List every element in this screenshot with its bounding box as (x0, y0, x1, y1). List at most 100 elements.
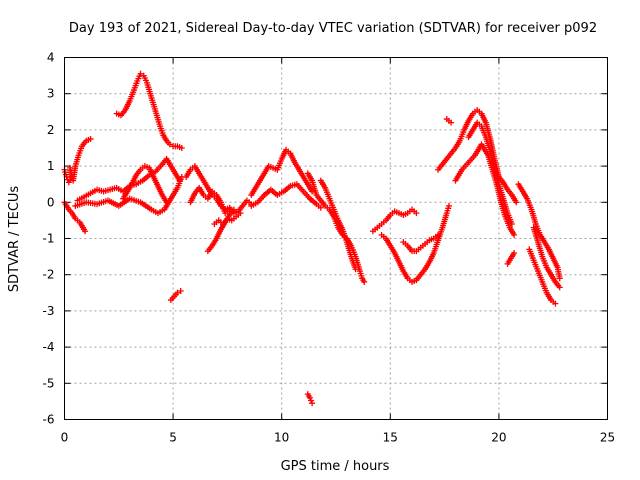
data-point-interp (171, 168, 178, 175)
data-point-interp (503, 184, 510, 191)
data-point-interp (177, 176, 184, 183)
data-point-interp (455, 139, 462, 146)
data-point-interp (136, 168, 143, 175)
data-point-interp (238, 204, 245, 211)
data-point-interp (199, 190, 206, 197)
data-point-interp (523, 193, 530, 200)
x-tick-label: 0 (61, 431, 69, 445)
data-point-interp (308, 186, 315, 193)
data-point-interp (358, 272, 365, 279)
data-point-interp (542, 287, 549, 294)
data-point-interp (321, 183, 328, 190)
data-point-interp (294, 164, 301, 171)
data-point-interp (429, 251, 436, 258)
data-point-interp (146, 205, 153, 212)
data-point-interp (123, 190, 130, 197)
data-point-interp (267, 164, 274, 171)
data-point-interp (165, 139, 172, 146)
data-point-interp (556, 273, 563, 280)
data-point-interp (176, 144, 183, 151)
data-point-interp (127, 183, 134, 190)
data-point-interp (162, 197, 169, 204)
data-point-interp (285, 184, 292, 191)
data-point-interp (230, 215, 237, 222)
data-point-interp (338, 224, 345, 231)
data-point-interp (476, 108, 483, 115)
y-tick-label: 2 (47, 123, 55, 137)
data-point-interp (445, 205, 452, 212)
x-tick-label: 10 (274, 431, 289, 445)
data-point-interp (505, 259, 512, 266)
x-tick-label: 15 (383, 431, 398, 445)
data-point-interp (527, 204, 534, 211)
data-point-interp (393, 209, 400, 216)
data-point-interp (324, 204, 331, 211)
data-point-interp (255, 179, 262, 186)
data-point-interp (199, 175, 206, 182)
data-point-interp (260, 172, 267, 179)
x-tick-label: 5 (169, 431, 177, 445)
data-point-interp (216, 197, 223, 204)
chart-title: Day 193 of 2021, Sidereal Day-to-day VTE… (69, 21, 597, 36)
data-point-interp (434, 239, 441, 246)
data-point-interp (542, 262, 549, 269)
data-point-interp (135, 198, 142, 205)
data-point-interp (376, 222, 383, 229)
grid-lines (64, 57, 608, 420)
data-point-interp (532, 218, 539, 225)
data-point-interp (217, 228, 224, 235)
data-point-interp (157, 163, 164, 170)
data-point (309, 400, 316, 407)
data-point-interp (137, 178, 144, 185)
data-point-interp (415, 246, 422, 253)
data-point-interp (136, 73, 143, 80)
y-tick-label: -4 (43, 340, 55, 354)
data-point-interp (534, 237, 541, 244)
y-tick-label: -2 (43, 268, 55, 282)
data-point-interp (402, 211, 409, 218)
data-point-interp (460, 129, 467, 136)
data-point-interp (329, 211, 336, 218)
data-point-interp (468, 112, 475, 119)
data-point-interp (290, 157, 297, 164)
data-point-interp (154, 181, 161, 188)
y-tick-label: 3 (47, 87, 55, 101)
y-tick-label: -5 (43, 376, 55, 390)
data-point-interp (190, 192, 197, 199)
data-point-interp (85, 136, 92, 143)
data-point-interp (78, 145, 85, 152)
data-point-interp (169, 295, 176, 302)
data-point-interp (104, 187, 111, 194)
data-point (448, 119, 455, 126)
y-tick-label: 0 (47, 195, 55, 209)
data-point-interp (486, 146, 493, 153)
data-point-interp (437, 163, 444, 170)
data-point-interp (416, 273, 423, 280)
data-point-interp (66, 176, 73, 183)
data-point-interp (78, 195, 85, 202)
data-point-interp (389, 210, 396, 217)
data-point-interp (71, 213, 78, 220)
data-point-interp (518, 186, 525, 193)
data-point-interp (211, 190, 218, 197)
data-point-interp (172, 291, 179, 298)
data-point-interp (308, 397, 315, 404)
data-point-interp (463, 161, 470, 168)
data-point-interp (172, 143, 179, 150)
data-point-interp (299, 172, 306, 179)
data-point-interp (315, 202, 322, 209)
data-point-interp (186, 168, 193, 175)
data-point-interp (451, 146, 458, 153)
data-point-interp (476, 121, 483, 128)
data-point-interp (510, 251, 517, 258)
data-point-interp (146, 88, 153, 95)
data-points (61, 70, 563, 407)
y-tick-label: 4 (47, 51, 55, 65)
data-point-interp (159, 130, 166, 137)
data-point-interp (74, 154, 81, 161)
data-point-interp (443, 212, 450, 219)
data-point-interp (224, 208, 231, 215)
data-point-interp (329, 204, 336, 211)
data-point-interp (285, 148, 292, 155)
